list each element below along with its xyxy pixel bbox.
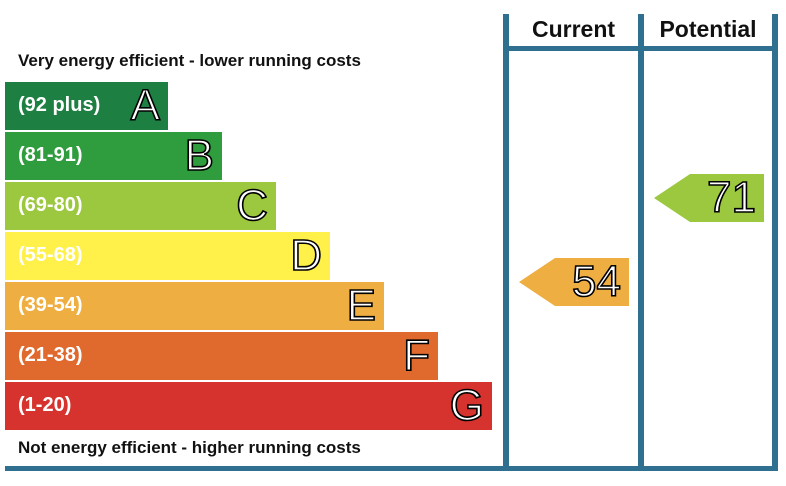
frame-line (638, 14, 644, 470)
band-g: (1-20) G (5, 380, 492, 431)
band-letter: F (402, 330, 430, 381)
potential-rating-arrow: 71 (654, 173, 764, 223)
arrow-shape (519, 258, 629, 306)
current-rating-arrow: 54 (519, 257, 629, 307)
band-letter: B (184, 130, 215, 181)
band-range-label: (55-68) (18, 244, 83, 266)
frame-line (503, 46, 778, 51)
frame-line (503, 14, 509, 470)
arrow-shape (654, 174, 764, 222)
band-range-label: (92 plus) (18, 94, 101, 116)
frame-line (772, 14, 778, 470)
band-letter: C (235, 180, 268, 231)
band-d: (55-68) D (5, 230, 330, 281)
band-a: (92 plus) A (5, 80, 168, 131)
current-rating-value: 54 (571, 257, 622, 307)
potential-rating-value: 71 (706, 173, 757, 223)
band-range-label: (39-54) (18, 294, 83, 316)
band-b: (81-91) B (5, 130, 222, 181)
frame-line (5, 466, 778, 471)
caption-bottom: Not energy efficient - higher running co… (18, 438, 361, 457)
band-range-label: (81-91) (18, 144, 83, 166)
column-header-current: Current (531, 16, 616, 42)
band-range-label: (1-20) (18, 394, 72, 416)
band-letter: G (449, 380, 485, 431)
band-c: (69-80) C (5, 180, 276, 231)
band-letter: E (346, 280, 377, 331)
column-header-potential: Potential (659, 16, 757, 42)
band-range-label: (69-80) (18, 194, 83, 216)
band-f: (21-38) F (5, 330, 438, 381)
band-letter: D (289, 230, 322, 281)
caption-top: Very energy efficient - lower running co… (18, 51, 361, 70)
band-letter: A (130, 80, 161, 131)
band-range-label: (21-38) (18, 344, 83, 366)
band-e: (39-54) E (5, 280, 384, 331)
